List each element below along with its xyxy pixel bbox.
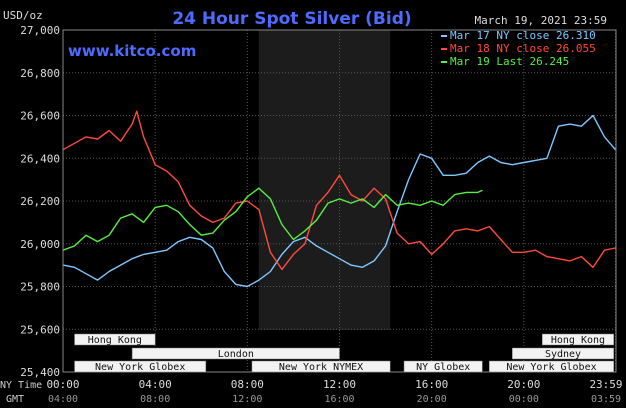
series-line-0	[62, 114, 617, 288]
y-tick-label: 25,400	[20, 366, 60, 379]
nymex-session-shade	[258, 30, 391, 330]
date-label: March 19, 2021 23:59	[475, 14, 607, 27]
x-tick-label-ny: 12:00	[323, 378, 356, 391]
session-bar	[489, 360, 614, 373]
legend-entry-0: Mar 17 NY close 26.310	[450, 29, 596, 42]
y-tick-label: 25,600	[20, 323, 60, 336]
session-label: NY Globex	[416, 362, 470, 373]
x-tick-label-ny: 04:00	[139, 378, 172, 391]
x-tick-label-gmt: 03:59	[591, 394, 621, 405]
x-tick-label-ny: 20:00	[507, 378, 540, 391]
x-tick-label-ny: 08:00	[231, 378, 264, 391]
session-bar	[542, 333, 614, 346]
chart-title: 24 Hour Spot Silver (Bid)	[172, 9, 411, 29]
series-line-1	[62, 110, 616, 271]
session-label: Hong Kong	[88, 335, 142, 346]
legend-entry-1: Mar 18 NY close 26.055	[450, 42, 596, 55]
session-label: London	[218, 349, 254, 360]
series-line-2	[62, 187, 483, 251]
x-row2-caption: GMT	[6, 394, 24, 405]
unit-label: USD/oz	[3, 9, 43, 22]
session-label: Sydney	[545, 349, 581, 360]
session-label: New York NYMEX	[279, 362, 363, 373]
market-sessions: Hong Kong Hong Kong London Sydney New York G…	[74, 333, 614, 373]
session-bar	[74, 333, 156, 346]
series-layer	[62, 110, 617, 288]
y-tick-label: 25,800	[20, 281, 60, 294]
session-label: New York Globex	[95, 362, 185, 373]
x-tick-label-gmt: 08:00	[140, 394, 170, 405]
x-tick-label-ny: 00:00	[46, 378, 79, 391]
session-bar	[74, 360, 207, 373]
y-tick-label: 27,000	[20, 24, 60, 37]
y-tick-label: 26,200	[20, 195, 60, 208]
session-label: New York Globex	[506, 362, 596, 373]
session-bar	[131, 347, 340, 360]
watermark: www.kitco.com	[68, 42, 196, 60]
y-axis: 27,000 26,800 26,600 26,400 26,200 26,000 25,8…	[20, 24, 60, 379]
x-tick-label-gmt: 12:00	[232, 394, 262, 405]
x-tick-label-gmt: 00:00	[509, 394, 539, 405]
legend-entry-2: Mar 19 Last 26.245	[450, 55, 569, 68]
x-row1-caption: NY Time	[0, 380, 42, 391]
session-bar	[512, 347, 614, 360]
y-tick-label: 26,800	[20, 67, 60, 80]
session-label: Hong Kong	[551, 335, 605, 346]
x-tick-label-ny: 23:59	[589, 378, 622, 391]
session-bar	[251, 360, 391, 373]
x-tick-label-gmt: 20:00	[417, 394, 447, 405]
y-tick-label: 26,400	[20, 152, 60, 165]
x-tick-label-gmt: 16:00	[324, 394, 354, 405]
y-tick-label: 26,600	[20, 110, 60, 123]
x-tick-label-ny: 16:00	[415, 378, 448, 391]
x-tick-label-gmt: 04:00	[48, 394, 78, 405]
y-tick-label: 26,000	[20, 238, 60, 251]
session-bar	[403, 360, 483, 373]
x-axis: 00:00 04:00 04:00 08:00 08:00 12:00 12:00 16:00…	[46, 378, 622, 405]
